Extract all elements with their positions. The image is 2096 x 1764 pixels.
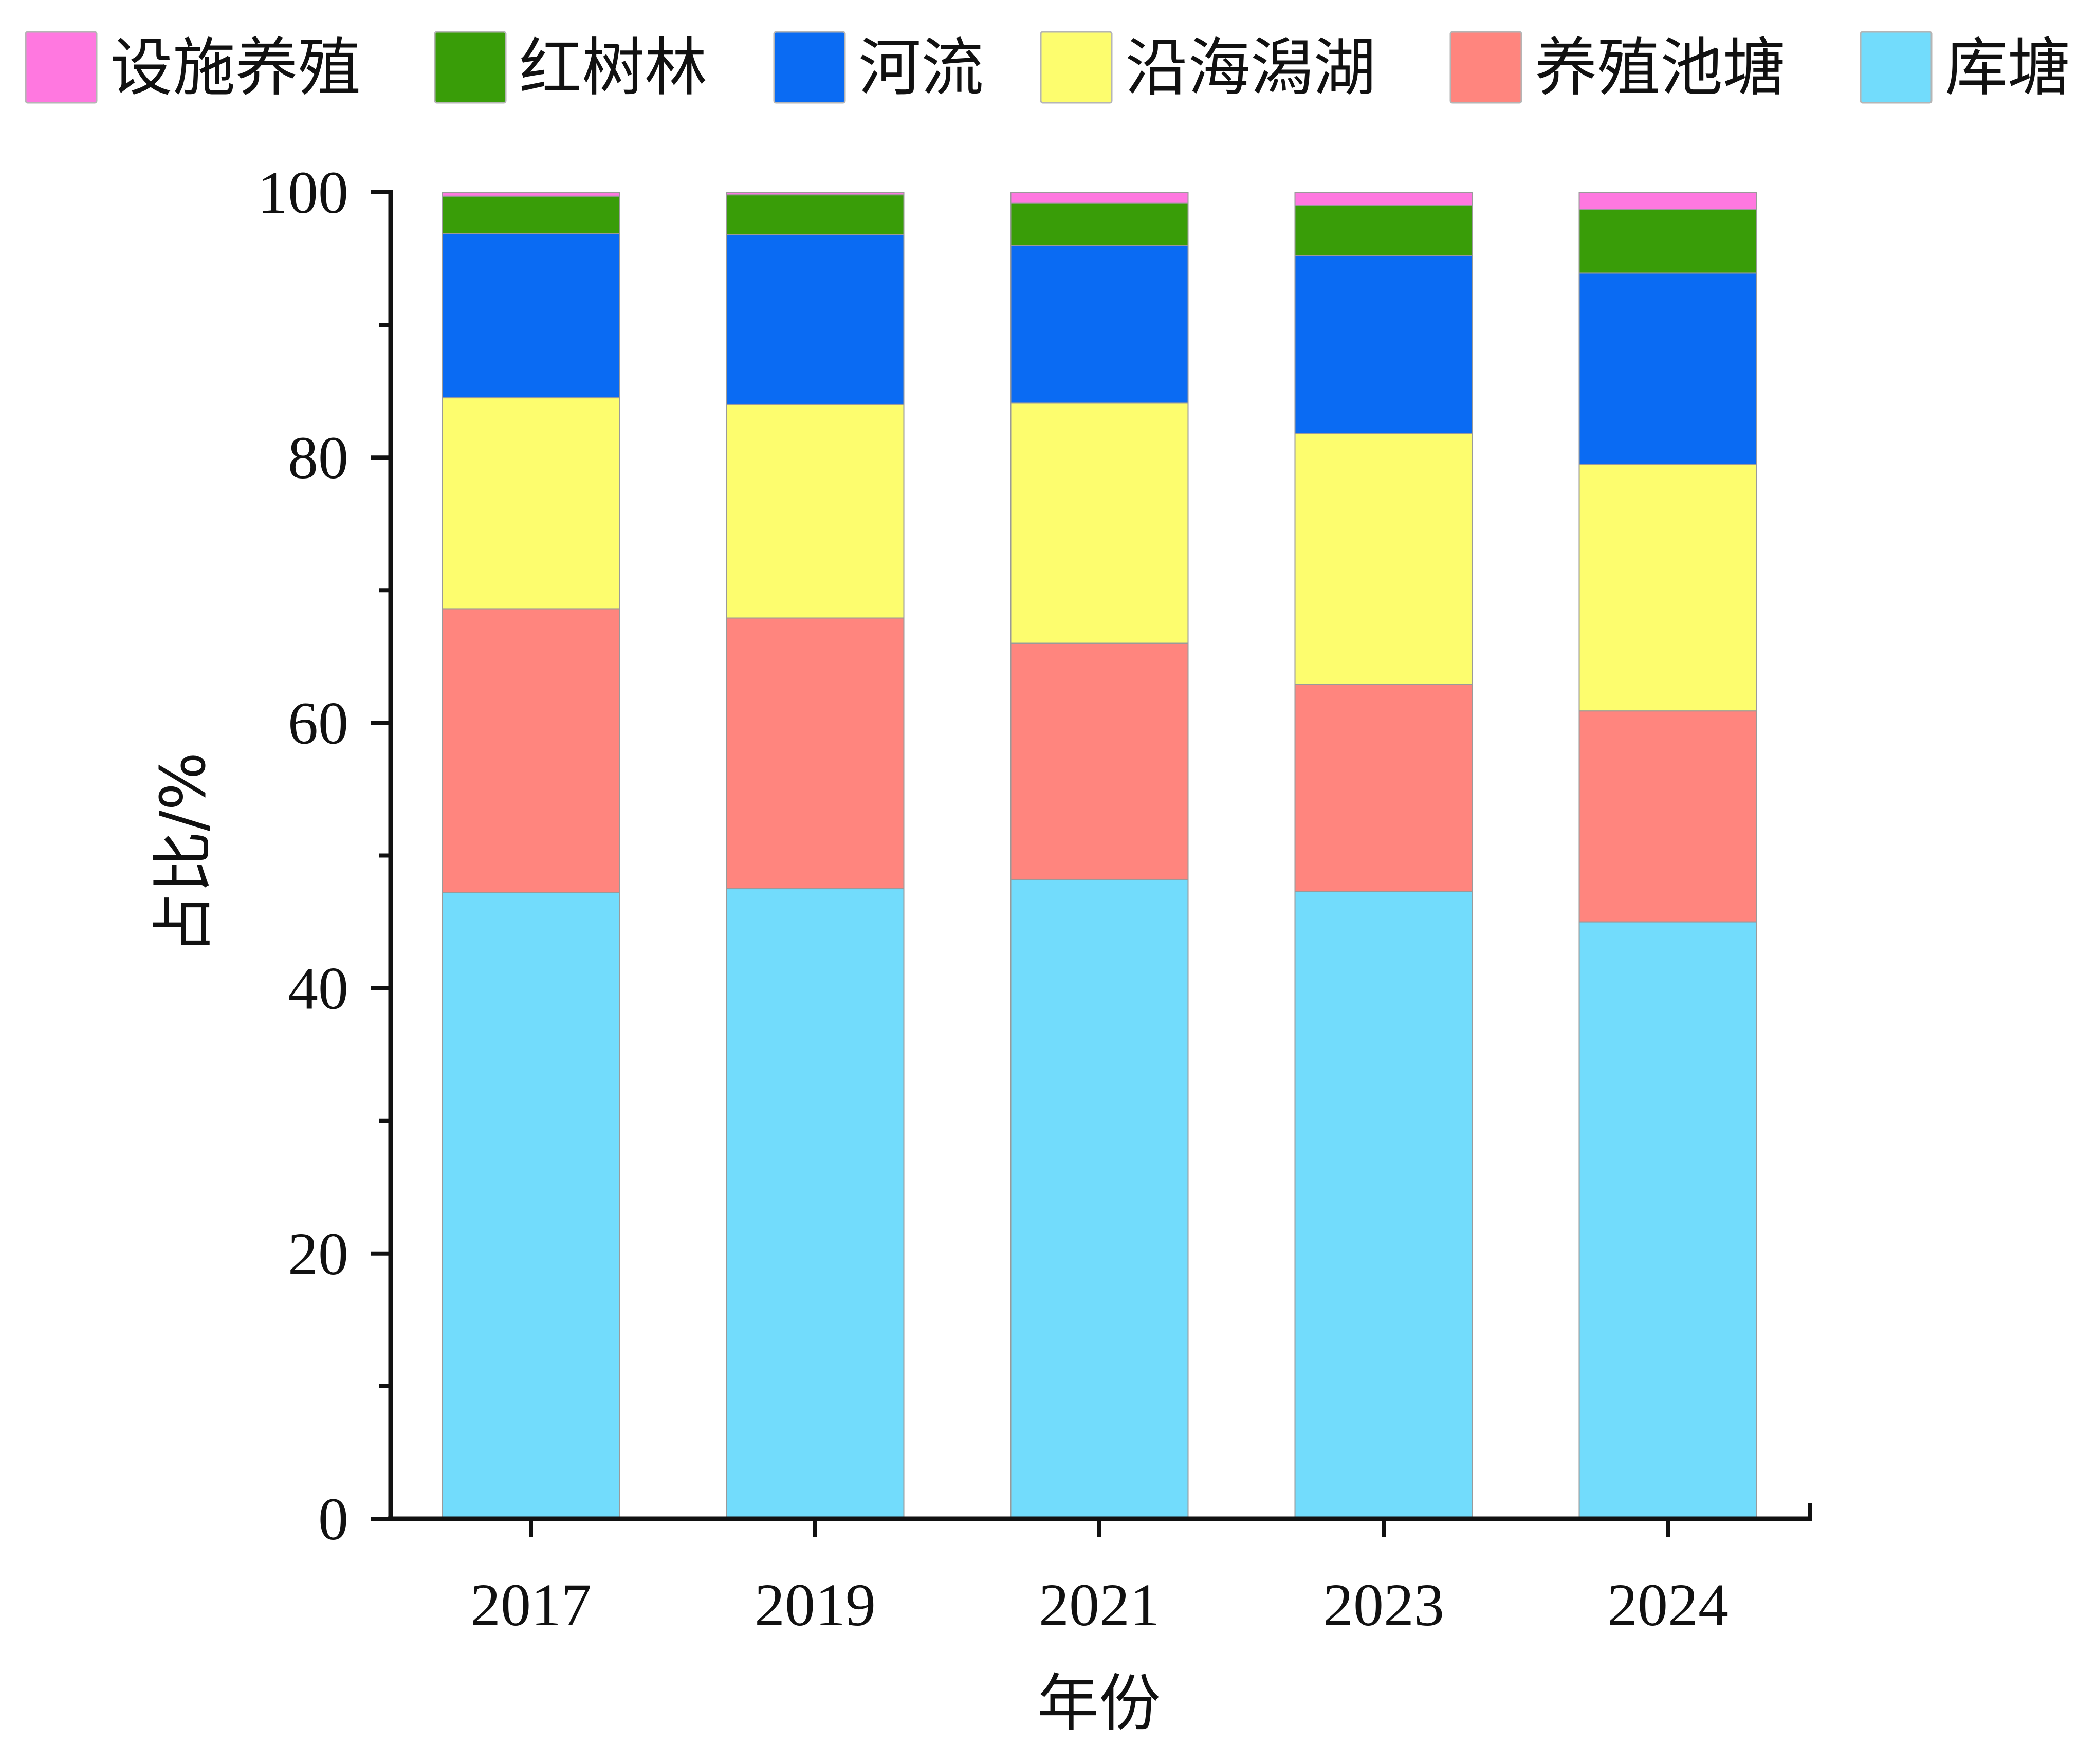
legend: 设施养殖 红树林 河流 沿海潟湖 养殖池塘 库塘: [25, 31, 2070, 104]
x-axis-title: 年份: [1037, 1668, 1161, 1739]
bar-segment-2021-养殖池塘: [1010, 642, 1189, 880]
bar-segment-2024-沿海潟湖: [1578, 464, 1757, 712]
bar-segment-2019-红树林: [726, 194, 905, 235]
x-tick-label-2019: 2019: [755, 1571, 876, 1639]
bar-segment-2021-设施养殖: [1010, 192, 1189, 204]
bar-segment-2017-养殖池塘: [442, 608, 620, 893]
bar-segment-2021-沿海潟湖: [1010, 402, 1189, 644]
bar-segment-2023-设施养殖: [1294, 192, 1473, 206]
x-tick-label-2023: 2023: [1323, 1571, 1444, 1639]
bars: [442, 192, 1757, 1519]
legend-label-库塘: 库塘: [1945, 31, 2070, 104]
legend-swatch-河流: [773, 31, 846, 104]
bar-segment-2024-库塘: [1578, 921, 1757, 1519]
legend-label-河流: 河流: [858, 31, 984, 104]
bar-segment-2017-红树林: [442, 195, 620, 234]
x-tick-label-2024: 2024: [1607, 1571, 1729, 1639]
legend-swatch-库塘: [1860, 31, 1933, 104]
y-tick-label-40: 40: [288, 955, 348, 1022]
bar-segment-2023-库塘: [1294, 891, 1473, 1519]
bar-segment-2017-河流: [442, 233, 620, 399]
y-ticks: 0 20 40 60 80 100: [258, 159, 391, 1553]
y-tick-label-100: 100: [258, 159, 348, 226]
bar-segment-2019-设施养殖: [726, 192, 905, 196]
bar-segment-2023-红树林: [1294, 205, 1473, 256]
bar-segment-2019-沿海潟湖: [726, 403, 905, 619]
legend-swatch-沿海潟湖: [1040, 31, 1113, 104]
bar-segment-2021-库塘: [1010, 878, 1189, 1519]
x-ticks: 2017 2019 2021 2023 2024: [470, 1519, 1729, 1639]
bar-segment-2021-红树林: [1010, 202, 1189, 246]
bar-segment-2024-河流: [1578, 272, 1757, 465]
bar-segment-2019-养殖池塘: [726, 617, 905, 890]
bar-segment-2024-养殖池塘: [1578, 710, 1757, 923]
bar-segment-2017-沿海潟湖: [442, 397, 620, 610]
bar-segment-2017-库塘: [442, 892, 620, 1519]
x-tick-label-2017: 2017: [470, 1571, 592, 1639]
bar-segment-2024-红树林: [1578, 209, 1757, 274]
bar-segment-2021-河流: [1010, 245, 1189, 404]
bar-segment-2017-设施养殖: [442, 192, 620, 197]
legend-swatch-红树林: [434, 31, 507, 104]
legend-swatch-设施养殖: [25, 31, 98, 104]
legend-label-沿海潟湖: 沿海潟湖: [1125, 31, 1376, 104]
bar-segment-2024-设施养殖: [1578, 192, 1757, 210]
y-tick-label-20: 20: [288, 1220, 348, 1288]
y-tick-label-60: 60: [288, 689, 348, 757]
y-axis-title: 占比/%: [148, 752, 219, 954]
legend-label-红树林: 红树林: [519, 31, 707, 104]
bar-segment-2023-养殖池塘: [1294, 684, 1473, 892]
y-tick-label-0: 0: [318, 1485, 348, 1553]
x-tick-label-2021: 2021: [1039, 1571, 1160, 1639]
bar-segment-2023-沿海潟湖: [1294, 433, 1473, 685]
legend-swatch-养殖池塘: [1449, 31, 1522, 104]
bar-segment-2019-库塘: [726, 888, 905, 1519]
legend-label-设施养殖: 设施养殖: [110, 31, 361, 104]
y-tick-label-80: 80: [288, 424, 348, 491]
legend-label-养殖池塘: 养殖池塘: [1535, 31, 1786, 104]
bar-segment-2023-河流: [1294, 255, 1473, 434]
bar-segment-2019-河流: [726, 234, 905, 405]
